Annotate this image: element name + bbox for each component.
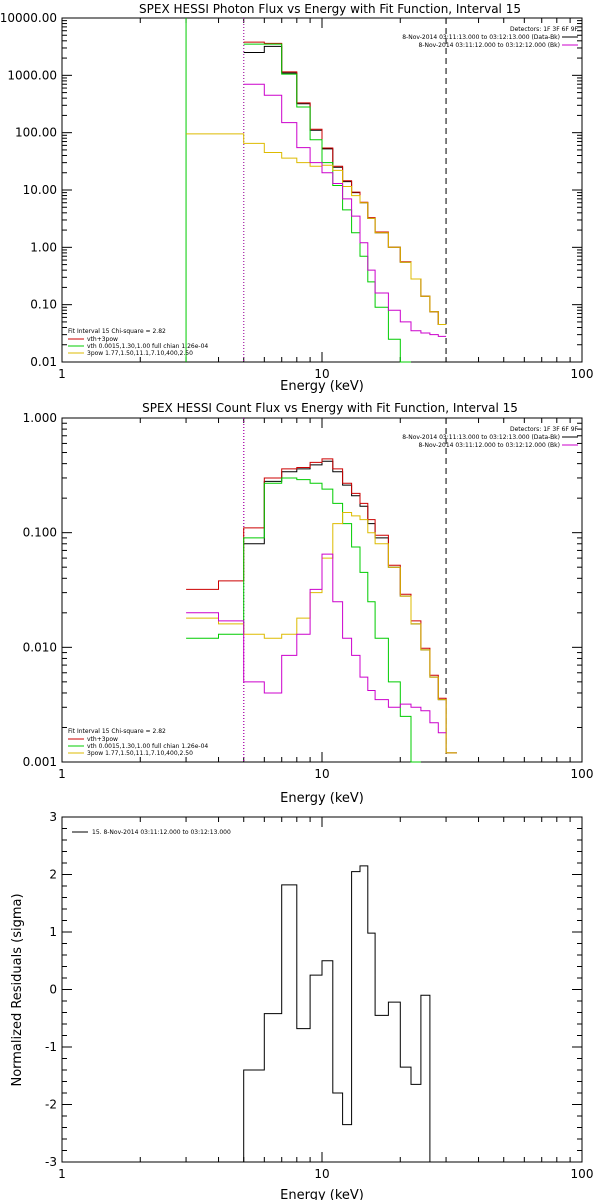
residuals-x-tick-label: 100: [571, 1167, 594, 1181]
photon-flux-x-tick-label: 10: [314, 367, 329, 381]
residuals-y-tick-label: 1: [49, 925, 57, 939]
residuals-y-tick-label: 0: [49, 983, 57, 997]
count-flux-series-3: [186, 512, 457, 754]
photon-flux-legend-3pow: 3pow 1.77,1.50,11.1,7.10,400,2.50: [87, 350, 193, 357]
residuals-y-tick-label: 3: [49, 810, 57, 824]
photon-flux-bk-interval: 8-Nov-2014 03:11:12.000 to 03:12:12.000 …: [418, 42, 560, 49]
photon-flux-series-1: [243, 41, 447, 325]
residuals-x-tick-label: 10: [314, 1167, 329, 1181]
residuals-series: [243, 865, 431, 1162]
photon-flux-y-tick-label: 1.00: [30, 240, 57, 254]
count-flux-legend-3pow: 3pow 1.77,1.50,11.1,7.10,400,2.50: [87, 750, 193, 757]
residuals-y-tick-label: -1: [45, 1040, 57, 1054]
photon-flux-x-axis-label: Energy (keV): [280, 379, 364, 394]
photon-flux-series: [186, 41, 447, 363]
count-flux-x-tick-label: 1: [58, 767, 66, 781]
count-flux-markers: [243, 418, 447, 762]
count-flux-fit-info: Fit Interval 15 Chi-square = 2.82: [68, 728, 166, 735]
photon-flux-detectors: Detectors: 1F 3F 6F 9F: [510, 26, 579, 33]
count-flux-legend: Fit Interval 15 Chi-square = 2.82 vth+3p…: [68, 728, 208, 757]
count-flux-ticks: 1 10 100 0.001 0.010 0.100 1.000: [23, 411, 594, 781]
photon-flux-y-tick-label: 100.00: [15, 126, 57, 140]
residuals-series-0: [243, 865, 431, 1162]
photon-flux-y-tick-label: 1000.00: [7, 68, 57, 82]
count-flux-data-interval: 8-Nov-2014 03:11:13.000 to 03:12:13.000 …: [402, 434, 560, 441]
residuals-y-tick-label: -3: [45, 1155, 57, 1169]
residuals-y-tick-label: 2: [49, 868, 57, 882]
residuals-x-tick-label: 1: [58, 1167, 66, 1181]
residuals-legend: 15. 8-Nov-2014 03:11:12.000 to 03:12:13.…: [72, 829, 231, 836]
count-flux-y-tick-label: 1.000: [23, 411, 57, 425]
residuals-plot-frame: [61, 816, 583, 1163]
count-flux-bk-interval: 8-Nov-2014 03:11:12.000 to 03:12:12.000 …: [418, 442, 560, 449]
count-flux-series-4: [186, 553, 447, 734]
residuals-legend-label: 15. 8-Nov-2014 03:11:12.000 to 03:12:13.…: [92, 829, 231, 836]
photon-flux-info: Detectors: 1F 3F 6F 9F 8-Nov-2014 03:11:…: [402, 26, 578, 49]
photon-flux-fit-info: Fit Interval 15 Chi-square = 2.82: [68, 328, 166, 335]
count-flux-x-axis-label: Energy (keV): [280, 791, 364, 806]
residuals-x-axis-label: Energy (keV): [280, 1188, 364, 1200]
photon-flux-title: SPEX HESSI Photon Flux vs Energy with Fi…: [139, 2, 521, 16]
photon-flux-ticks: 1 10 100 0.01 0.10 1.00 10.00 100.00 1000.00 1000…: [0, 11, 593, 381]
residuals-y-tick-label: -2: [45, 1098, 57, 1112]
count-flux-y-tick-label: 0.100: [23, 526, 57, 540]
count-flux-title: SPEX HESSI Count Flux vs Energy with Fit…: [142, 401, 518, 415]
panel-photon-flux: SPEX HESSI Photon Flux vs Energy with Fi…: [0, 2, 593, 394]
count-flux-legend-total: vth+3pow: [87, 736, 118, 743]
photon-flux-y-tick-label: 0.01: [30, 355, 57, 369]
count-flux-info: Detectors: 1F 3F 6F 9F 8-Nov-2014 03:11:…: [402, 426, 578, 449]
count-flux-y-tick-label: 0.001: [23, 755, 57, 769]
photon-flux-legend-total: vth+3pow: [87, 336, 118, 343]
count-flux-x-tick-label: 10: [314, 767, 329, 781]
photon-flux-x-tick-label: 1: [58, 367, 66, 381]
count-flux-y-tick-label: 0.010: [23, 640, 57, 654]
residuals-ticks: 1 10 100 -3 -2 -1 0 1 2 3: [45, 810, 593, 1181]
photon-flux-series-3: [186, 133, 447, 325]
count-flux-series: [186, 458, 457, 763]
count-flux-x-tick-label: 100: [571, 767, 594, 781]
photon-flux-x-tick-label: 100: [571, 367, 594, 381]
panel-count-flux: SPEX HESSI Count Flux vs Energy with Fit…: [23, 401, 594, 806]
photon-flux-series-4: [243, 83, 447, 337]
photon-flux-y-tick-label: 10.00: [23, 183, 57, 197]
panel-residuals: 1 10 100 -3 -2 -1 0 1 2 3 15. 8-Nov-2014 03:11:12…: [10, 810, 593, 1200]
count-flux-series-0: [243, 460, 457, 754]
count-flux-legend-vth: vth 0.0015,1.30,1.00 full chian 1.26e-04: [87, 743, 208, 750]
photon-flux-legend-vth: vth 0.0015,1.30,1.00 full chian 1.26e-04: [87, 343, 208, 350]
photon-flux-markers: [185, 18, 447, 362]
count-flux-detectors: Detectors: 1F 3F 6F 9F: [510, 426, 579, 433]
photon-flux-series-2: [243, 43, 411, 363]
photon-flux-y-tick-label: 10000.00: [0, 11, 57, 25]
photon-flux-data-interval: 8-Nov-2014 03:11:13.000 to 03:12:13.000 …: [402, 34, 560, 41]
photon-flux-plot-frame: [61, 17, 583, 363]
count-flux-series-2: [186, 477, 421, 763]
photon-flux-series-0: [243, 45, 447, 325]
count-flux-series-1: [186, 458, 457, 754]
residuals-y-axis-label: Normalized Residuals (sigma): [10, 893, 25, 1086]
photon-flux-legend: Fit Interval 15 Chi-square = 2.82 vth+3p…: [68, 328, 208, 357]
photon-flux-y-tick-label: 0.10: [30, 298, 57, 312]
